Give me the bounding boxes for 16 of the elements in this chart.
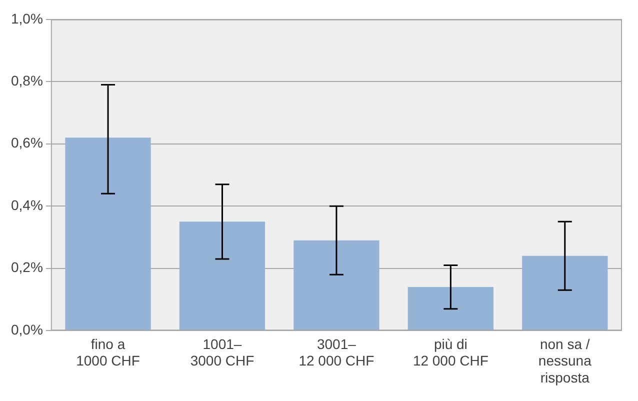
y-tick-label: 0,8% — [10, 72, 43, 88]
y-tick-label: 0,2% — [10, 259, 43, 276]
bar — [294, 240, 380, 330]
x-tick-label: non sa / nessuna risposta — [538, 336, 592, 386]
y-tick-label: 0,0% — [10, 321, 43, 338]
x-tick-label: 1001– 3000 CHF — [190, 336, 254, 369]
bar — [65, 138, 151, 330]
y-tick-label: 1,0% — [10, 10, 43, 26]
x-tick-label: più di 12 000 CHF — [412, 336, 488, 369]
bar — [408, 287, 494, 330]
x-tick-label: 3001– 12 000 CHF — [298, 336, 374, 369]
bar — [179, 222, 266, 330]
x-tick-label: fino a 1000 CHF — [76, 336, 140, 369]
bar — [522, 256, 608, 330]
y-tick-label: 0,4% — [10, 196, 43, 213]
y-tick-label: 0,6% — [10, 134, 43, 151]
